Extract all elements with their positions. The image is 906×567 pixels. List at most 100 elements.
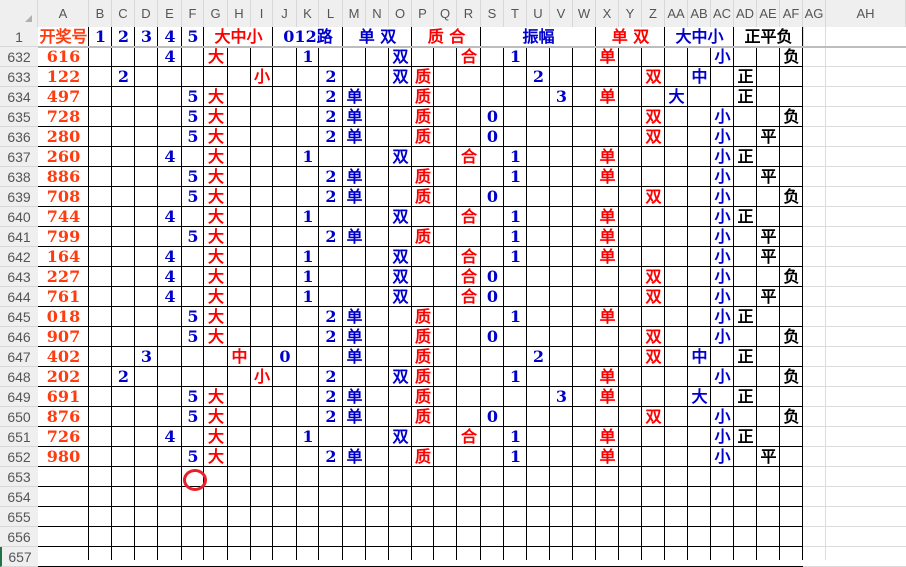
cell-e[interactable]: 4 — [164, 287, 176, 306]
cell-o[interactable]: 双 — [392, 287, 409, 306]
cell-x[interactable]: 单 — [599, 427, 616, 446]
cell-z[interactable]: 双 — [645, 407, 662, 426]
cell-k[interactable]: 1 — [302, 267, 314, 286]
cell-ac[interactable]: 小 — [714, 367, 731, 386]
draw-number-cell[interactable]: 202 — [46, 367, 81, 386]
cell-g[interactable]: 大 — [207, 267, 224, 286]
cell-p[interactable]: 质 — [414, 167, 431, 186]
column-header-r[interactable]: R — [457, 0, 481, 27]
column-header-m[interactable]: M — [343, 0, 366, 27]
cell-x[interactable]: 单 — [599, 87, 616, 106]
cell-o[interactable]: 双 — [392, 367, 409, 386]
cell-j[interactable]: 0 — [279, 347, 291, 366]
row-header-635[interactable]: 635 — [0, 107, 38, 127]
cell-p[interactable]: 质 — [414, 307, 431, 326]
column-header-k[interactable]: K — [297, 0, 319, 27]
draw-number-cell[interactable]: 402 — [46, 347, 81, 366]
column-header-ah[interactable]: AH — [826, 0, 906, 27]
draw-number-cell[interactable]: 497 — [46, 87, 81, 106]
cell-ac[interactable]: 小 — [714, 427, 731, 446]
cell-x[interactable]: 单 — [599, 147, 616, 166]
cell-i[interactable]: 小 — [253, 67, 270, 86]
row-header-637[interactable]: 637 — [0, 147, 38, 167]
cell-d[interactable]: 3 — [140, 347, 153, 366]
cell-u[interactable]: 2 — [532, 67, 545, 86]
cell-ad[interactable]: 正 — [737, 147, 754, 166]
cell-k[interactable]: 1 — [302, 47, 314, 66]
cell-ac[interactable]: 小 — [714, 287, 731, 306]
cell-c[interactable]: 2 — [117, 67, 130, 86]
column-header-l[interactable]: L — [319, 0, 343, 27]
cell-e[interactable]: 4 — [164, 207, 176, 226]
cell-p[interactable]: 质 — [414, 327, 431, 346]
column-header-d[interactable]: D — [135, 0, 158, 27]
column-header-ag[interactable]: AG — [803, 0, 826, 27]
draw-number-cell[interactable]: 018 — [46, 307, 81, 326]
draw-number-cell[interactable]: 761 — [46, 287, 81, 306]
cell-ac[interactable]: 小 — [714, 187, 731, 206]
cell-ad[interactable]: 正 — [737, 87, 754, 106]
cell-g[interactable]: 大 — [207, 307, 224, 326]
draw-number-cell[interactable]: 227 — [46, 267, 81, 286]
draw-number-cell[interactable]: 744 — [46, 207, 81, 226]
cell-p[interactable]: 质 — [414, 67, 431, 86]
cell-m[interactable]: 单 — [346, 107, 363, 126]
column-header-z[interactable]: Z — [642, 0, 665, 27]
cell-x[interactable]: 单 — [599, 387, 616, 406]
cell-z[interactable]: 双 — [645, 107, 662, 126]
cell-r[interactable]: 合 — [460, 147, 477, 166]
draw-number-cell[interactable]: 616 — [46, 47, 81, 66]
cell-e[interactable]: 4 — [164, 247, 176, 266]
cell-f[interactable]: 5 — [187, 167, 199, 186]
cell-g[interactable]: 大 — [207, 47, 224, 66]
cell-g[interactable]: 大 — [207, 227, 224, 246]
draw-number-cell[interactable]: 260 — [46, 147, 81, 166]
cell-m[interactable]: 单 — [346, 387, 363, 406]
cell-f[interactable]: 5 — [187, 87, 199, 106]
cell-m[interactable]: 单 — [346, 227, 363, 246]
cell-t[interactable]: 1 — [509, 167, 522, 186]
cell-l[interactable]: 2 — [325, 107, 337, 126]
cell-e[interactable]: 4 — [164, 47, 176, 66]
cell-l[interactable]: 2 — [325, 327, 337, 346]
column-header-x[interactable]: X — [596, 0, 619, 27]
cell-x[interactable]: 单 — [599, 307, 616, 326]
row-header-648[interactable]: 648 — [0, 367, 38, 387]
column-header-q[interactable]: Q — [434, 0, 457, 27]
row-header-639[interactable]: 639 — [0, 187, 38, 207]
cell-z[interactable]: 双 — [645, 327, 662, 346]
cell-t[interactable]: 1 — [509, 47, 522, 66]
draw-number-cell[interactable]: 799 — [46, 227, 81, 246]
column-header-ad[interactable]: AD — [734, 0, 757, 27]
cell-g[interactable]: 大 — [207, 127, 224, 146]
cell-af[interactable]: 负 — [783, 327, 800, 346]
cell-v[interactable]: 3 — [555, 387, 568, 406]
cell-e[interactable]: 4 — [164, 267, 176, 286]
draw-number-cell[interactable]: 886 — [46, 167, 81, 186]
cell-f[interactable]: 5 — [187, 327, 199, 346]
column-header-s[interactable]: S — [481, 0, 504, 27]
cell-m[interactable]: 单 — [346, 87, 363, 106]
cell-f[interactable]: 5 — [187, 387, 199, 406]
cell-p[interactable]: 质 — [414, 347, 431, 366]
row-header-651[interactable]: 651 — [0, 427, 38, 447]
cell-ad[interactable]: 正 — [737, 67, 754, 86]
cell-v[interactable]: 3 — [555, 87, 568, 106]
cell-g[interactable]: 大 — [207, 187, 224, 206]
cell-s[interactable]: 0 — [486, 407, 499, 426]
cell-l[interactable]: 2 — [325, 187, 337, 206]
cell-t[interactable]: 1 — [509, 207, 522, 226]
draw-number-cell[interactable]: 726 — [46, 427, 81, 446]
cell-l[interactable]: 2 — [325, 167, 337, 186]
cell-s[interactable]: 0 — [486, 287, 499, 306]
cell-g[interactable]: 大 — [207, 407, 224, 426]
cell-ae[interactable]: 平 — [760, 247, 777, 266]
cell-g[interactable]: 大 — [207, 327, 224, 346]
cell-o[interactable]: 双 — [392, 67, 409, 86]
column-header-ae[interactable]: AE — [757, 0, 780, 27]
column-header-y[interactable]: Y — [619, 0, 642, 27]
row-header-645[interactable]: 645 — [0, 307, 38, 327]
cell-ac[interactable]: 小 — [714, 107, 731, 126]
cell-o[interactable]: 双 — [392, 267, 409, 286]
cell-ac[interactable]: 小 — [714, 447, 731, 466]
